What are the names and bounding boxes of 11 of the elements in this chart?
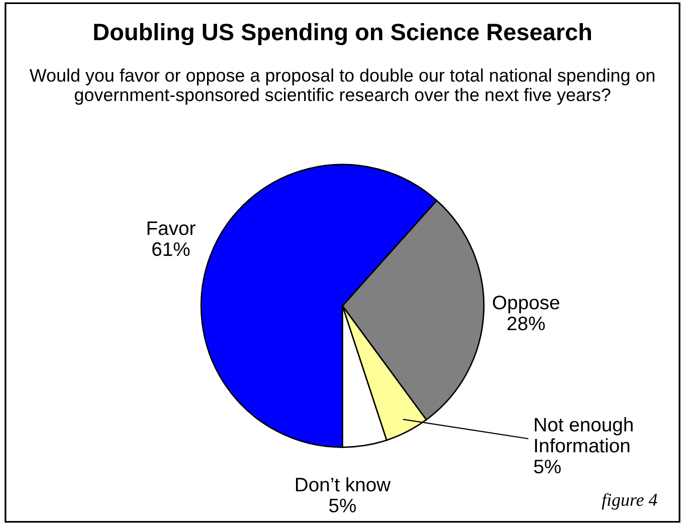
slice-label: Not enough Information bbox=[534, 417, 633, 452]
data-label: 61% bbox=[152, 242, 190, 256]
chart-title: Doubling US Spending on Science Research bbox=[94, 23, 591, 46]
slice-label: Don’t know bbox=[296, 477, 391, 492]
data-label: 5% bbox=[329, 498, 356, 512]
caption: figure 4 bbox=[602, 493, 658, 510]
data-label: 28% bbox=[508, 316, 545, 330]
slice-label: Oppose bbox=[492, 296, 560, 314]
data-label: 5% bbox=[534, 460, 561, 474]
slice-label: Favor bbox=[148, 222, 196, 236]
chart-subtitle: Would you favor or oppose a proposal to double our total national spending on government-sponsored scientific research over the next five years? bbox=[30, 68, 654, 105]
